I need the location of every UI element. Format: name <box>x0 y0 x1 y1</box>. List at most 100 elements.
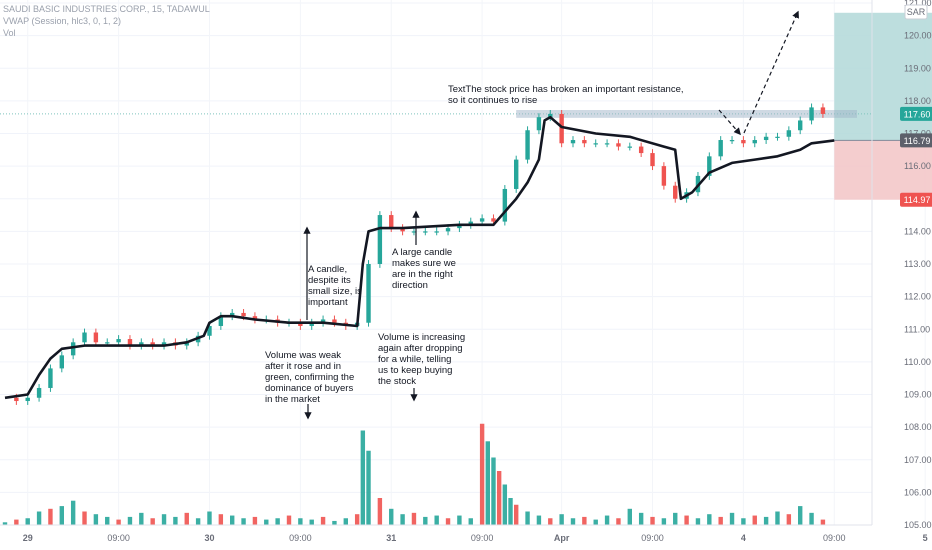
legend: SAUDI BASIC INDUSTRIES CORP., 15, TADAWU… <box>3 3 210 39</box>
candle-body <box>729 140 735 142</box>
volume-bar <box>468 518 473 525</box>
price-marker-label: 114.97 <box>904 195 931 205</box>
volume-bar <box>752 515 757 525</box>
candle-body <box>786 130 792 137</box>
volume-bar <box>650 516 655 525</box>
candle-body <box>468 221 473 225</box>
volume-bar <box>150 518 155 525</box>
candle-body <box>320 319 326 323</box>
y-tick-label: 114.00 <box>904 226 931 236</box>
volume-bar <box>718 516 723 525</box>
candle-body <box>763 136 769 141</box>
candle-body <box>389 215 394 229</box>
candle-body <box>218 316 224 326</box>
volume-bar <box>627 508 632 525</box>
candle-body <box>127 339 133 346</box>
candle-body <box>411 231 417 233</box>
candle-body <box>820 107 826 114</box>
volume-bar <box>127 516 133 525</box>
resistance-band <box>516 110 857 118</box>
candle-body <box>638 146 644 154</box>
arrow-projection-up <box>743 10 799 134</box>
candle-body <box>116 339 121 343</box>
x-tick-label: 09:00 <box>289 533 312 543</box>
volume-bar <box>798 506 803 525</box>
annotation-small-candle: important <box>308 297 348 308</box>
candle-body <box>491 218 496 222</box>
candle-body <box>332 319 337 323</box>
candle-body <box>25 397 30 402</box>
candle-body <box>718 140 723 157</box>
volume-bar <box>485 441 490 525</box>
volume-bar <box>775 511 780 525</box>
long-position-tool[interactable] <box>0 12 932 200</box>
candle-body <box>593 143 598 145</box>
candle-body <box>570 140 576 144</box>
candle-body <box>139 342 144 346</box>
x-tick-label: 5 <box>923 533 928 543</box>
volume-bar <box>360 430 366 525</box>
candle-body <box>775 136 780 138</box>
volume-bar <box>366 450 371 525</box>
volume-bar <box>820 519 826 525</box>
candle-body <box>661 166 667 186</box>
candle-body <box>582 140 587 144</box>
volume-bar <box>479 423 485 525</box>
volume-bar <box>684 515 689 525</box>
volume-bar <box>593 519 598 525</box>
volume-bar <box>105 516 110 525</box>
annotations: TextThe stock price has broken an import… <box>265 10 799 420</box>
volume-bar <box>320 516 326 525</box>
volume-bar <box>14 519 19 525</box>
volume-bar <box>457 515 462 525</box>
volume-bar <box>525 511 530 525</box>
volume-bar <box>2 522 8 525</box>
legend-symbol[interactable]: SAUDI BASIC INDUSTRIES CORP., 15, TADAWU… <box>3 4 210 14</box>
candle-body <box>93 332 99 343</box>
volume-bar <box>638 512 644 525</box>
candle-body <box>457 224 462 229</box>
y-tick-label: 121.00 <box>904 0 932 8</box>
candle-body <box>514 159 519 189</box>
volume-bar <box>548 518 553 525</box>
candle-body <box>184 342 189 346</box>
annotation-breakout: TextThe stock price has broken an import… <box>448 84 684 95</box>
candle-body <box>230 312 235 317</box>
candle-body <box>241 312 246 317</box>
annotation-large-candle: are in the right <box>392 269 453 280</box>
x-tick-label: 29 <box>23 533 33 543</box>
volume-bar <box>741 518 746 525</box>
y-tick-label: 111.00 <box>904 324 930 334</box>
currency-badge[interactable] <box>904 4 928 20</box>
annotation-weak-volume: dominance of buyers <box>265 383 353 394</box>
volume-bar <box>332 520 337 525</box>
volume-bar <box>491 457 496 525</box>
volume-bar <box>389 508 394 525</box>
volume-bar <box>354 514 360 525</box>
volume-bar <box>218 514 224 525</box>
candle-body <box>502 188 508 222</box>
stop-zone[interactable] <box>834 140 932 200</box>
volume-bar <box>48 508 53 525</box>
annotation-small-candle: A candle, <box>308 264 347 275</box>
y-tick-label: 116.00 <box>904 161 931 171</box>
volume-bar <box>93 514 99 525</box>
volume-series <box>2 423 826 525</box>
annotation-small-candle: despite its <box>308 275 351 286</box>
y-tick-label: 106.00 <box>904 487 932 497</box>
volume-bar <box>298 518 303 525</box>
legend-volume[interactable]: Vol <box>3 28 16 38</box>
candle-body <box>536 117 542 131</box>
legend-vwap[interactable]: VWAP (Session, hlc3, 0, 1, 2) <box>3 16 122 26</box>
candle-body <box>559 113 564 144</box>
candle-body <box>252 316 258 320</box>
candle-body <box>207 325 212 336</box>
annotation-large-candle: A large candle <box>392 247 452 258</box>
candle-body <box>400 228 405 232</box>
price-marker <box>900 106 932 121</box>
volume-bar <box>616 518 621 525</box>
candle-body <box>752 140 757 144</box>
candle-body <box>445 228 451 232</box>
candle-body <box>161 342 167 346</box>
